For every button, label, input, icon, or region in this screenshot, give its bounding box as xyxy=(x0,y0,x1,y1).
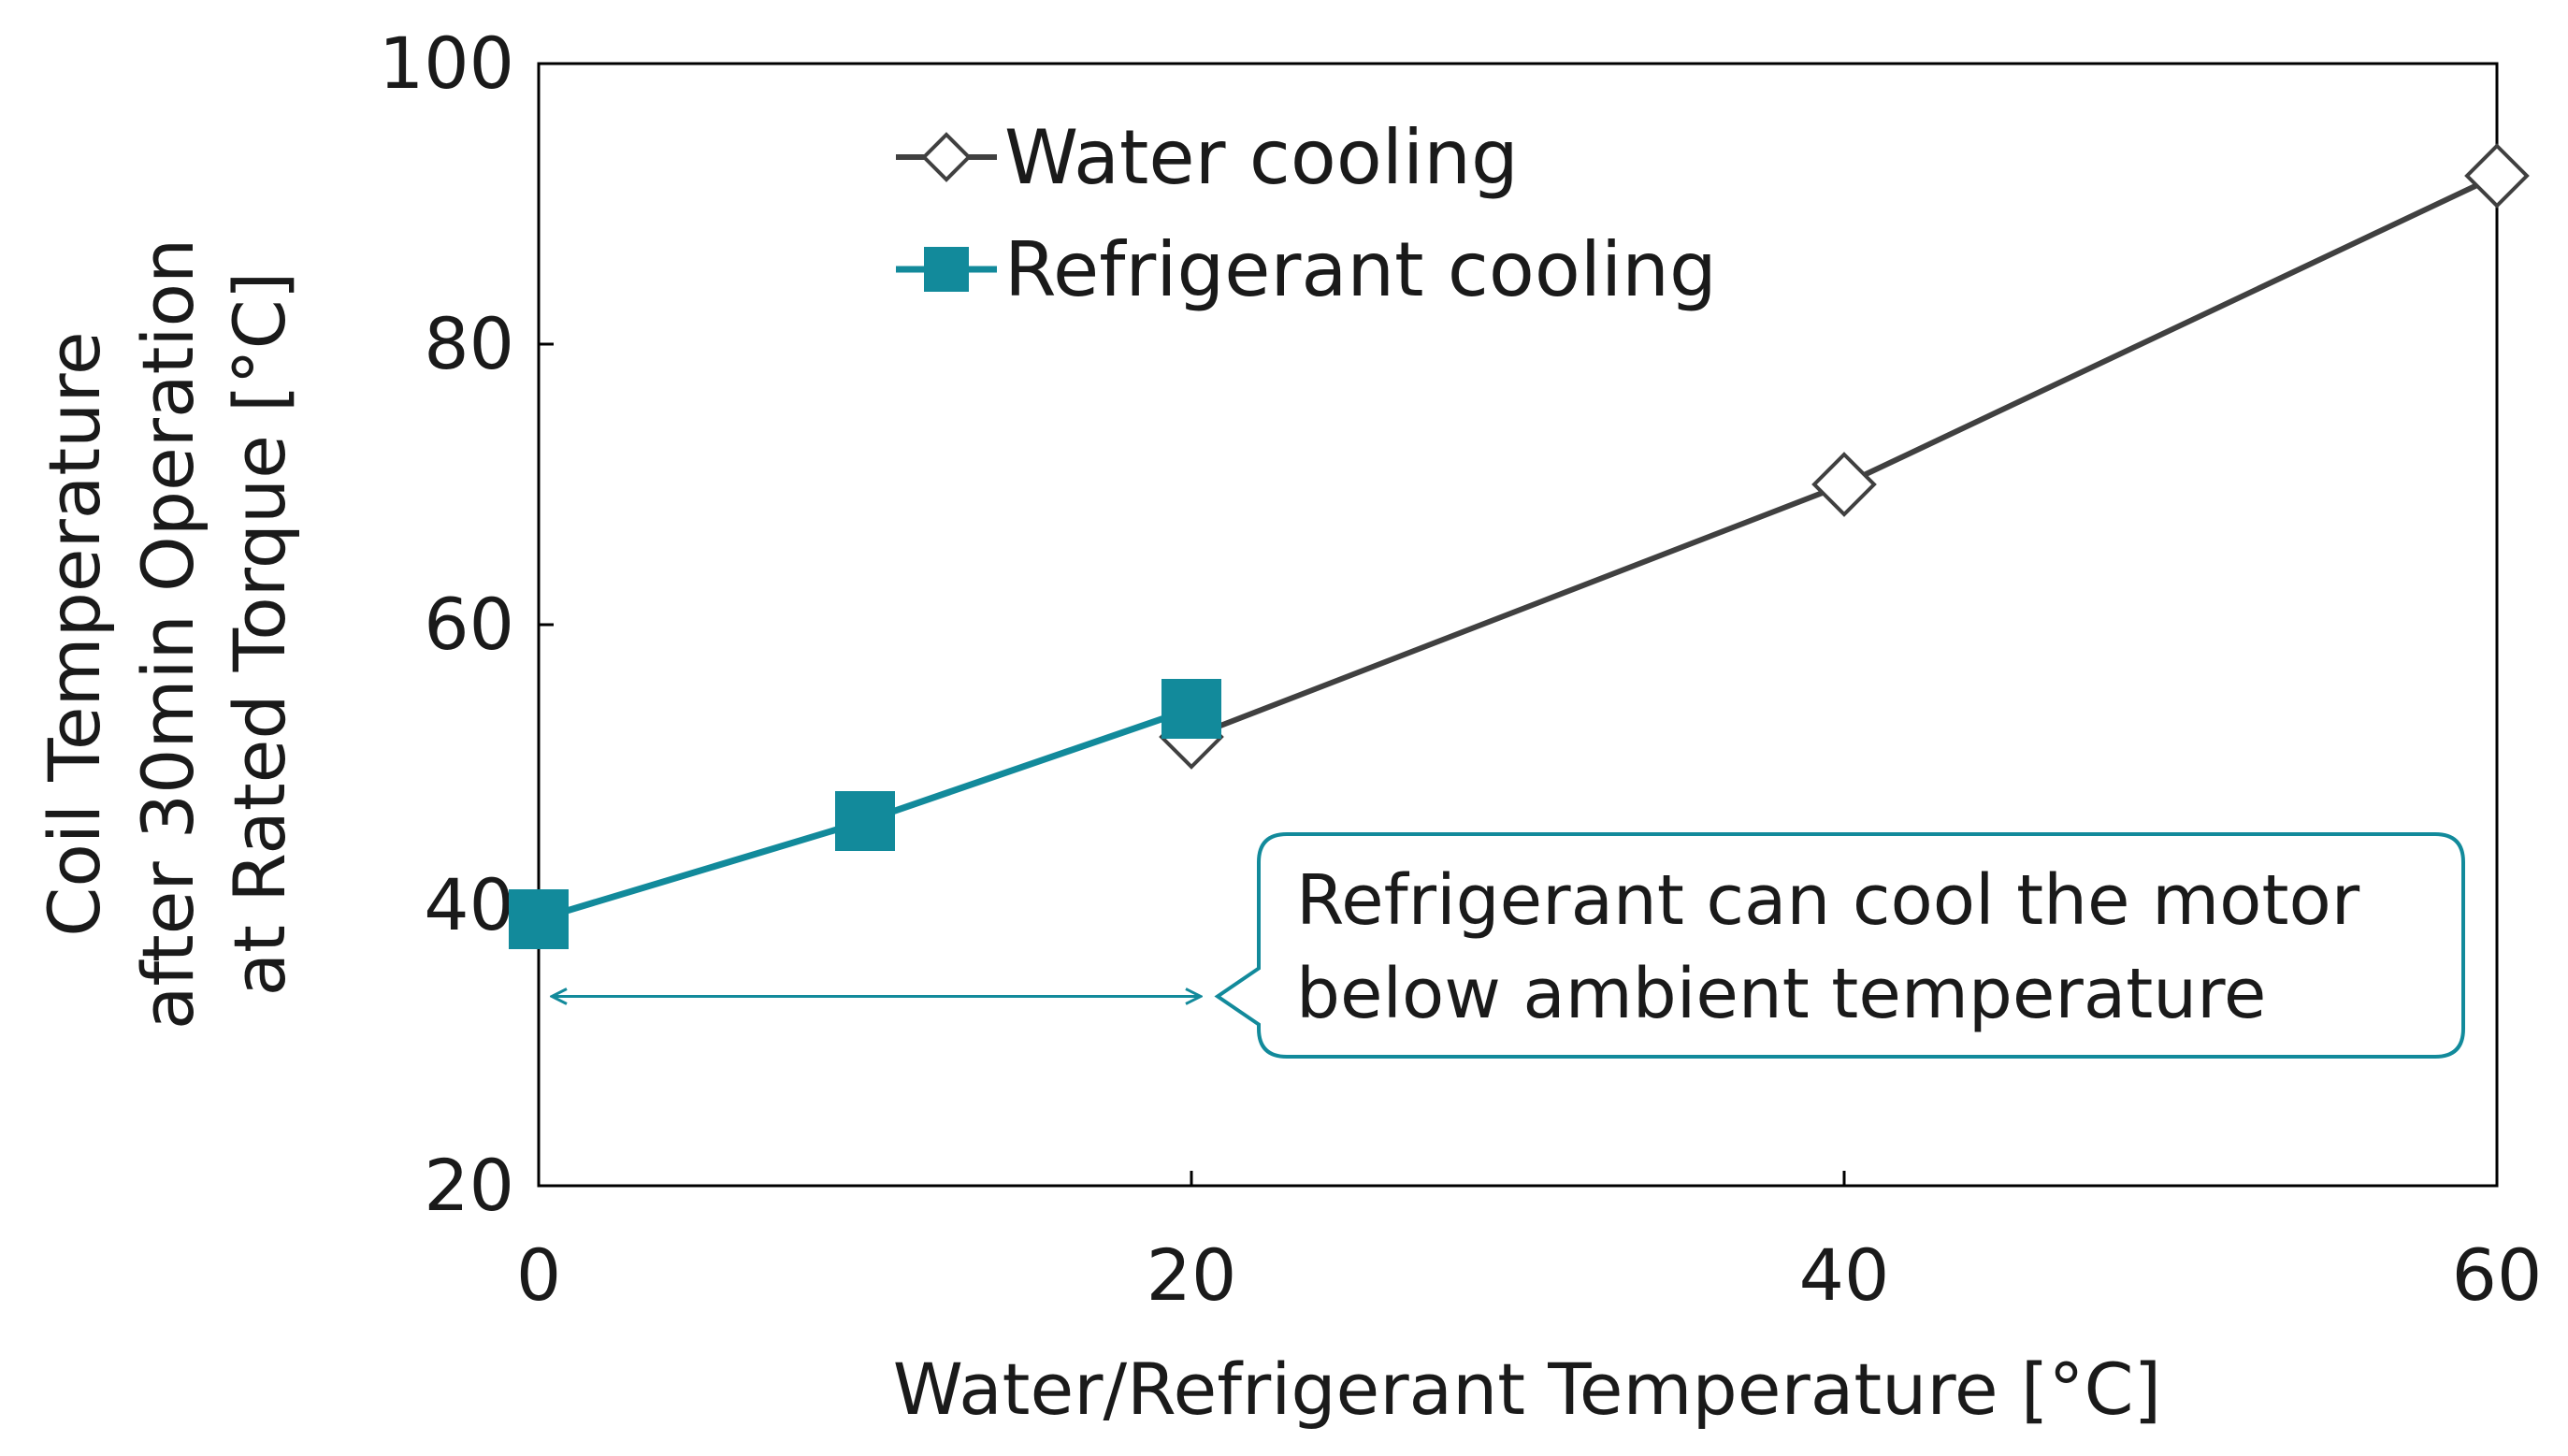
annotation-text-line-2: below ambient temperature xyxy=(1296,954,2266,1034)
legend: Water cooling Refrigerant cooling xyxy=(896,114,1717,313)
annotation-callout-box xyxy=(1214,832,2465,1059)
annotation: Refrigerant can cool the motor below amb… xyxy=(552,832,2465,1059)
x-tick-label: 40 xyxy=(1799,1233,1890,1317)
series-refrigerant-cooling xyxy=(509,679,1221,949)
x-tick-label: 60 xyxy=(2452,1233,2543,1317)
y-tick-label: 80 xyxy=(424,302,514,385)
x-axis: 0 20 40 60 xyxy=(516,1171,2543,1317)
series-layer xyxy=(509,143,2530,949)
y-axis-title-line-2: after 30min Operation xyxy=(126,238,209,1030)
legend-item: Refrigerant cooling xyxy=(896,226,1717,313)
y-tick-label: 60 xyxy=(424,583,514,666)
data-point-square xyxy=(1161,679,1221,739)
y-axis-title-line-3: at Rated Torque [°C] xyxy=(218,272,301,997)
y-axis-title: Coil Temperature after 30min Operation a… xyxy=(33,238,301,1030)
y-axis: 20 40 60 80 100 xyxy=(379,22,554,1227)
y-tick-label: 100 xyxy=(379,22,514,105)
y-axis-title-line-1: Coil Temperature xyxy=(33,331,116,936)
x-axis-title: Water/Refrigerant Temperature [°C] xyxy=(893,1348,2161,1431)
legend-label: Water cooling xyxy=(1004,114,1519,201)
legend-label: Refrigerant cooling xyxy=(1004,226,1717,313)
data-point-square xyxy=(835,791,895,851)
legend-marker-diamond xyxy=(921,132,972,182)
x-tick-label: 0 xyxy=(516,1233,561,1317)
y-tick-label: 20 xyxy=(424,1144,514,1227)
legend-item: Water cooling xyxy=(896,114,1519,201)
x-tick-label: 20 xyxy=(1147,1233,1237,1317)
annotation-text-line-1: Refrigerant can cool the motor xyxy=(1296,860,2360,941)
y-tick-label: 40 xyxy=(424,863,514,946)
legend-marker-square xyxy=(924,247,969,292)
data-point-square xyxy=(509,889,569,949)
data-point-diamond xyxy=(2464,143,2530,209)
data-point-diamond xyxy=(1811,452,1877,517)
